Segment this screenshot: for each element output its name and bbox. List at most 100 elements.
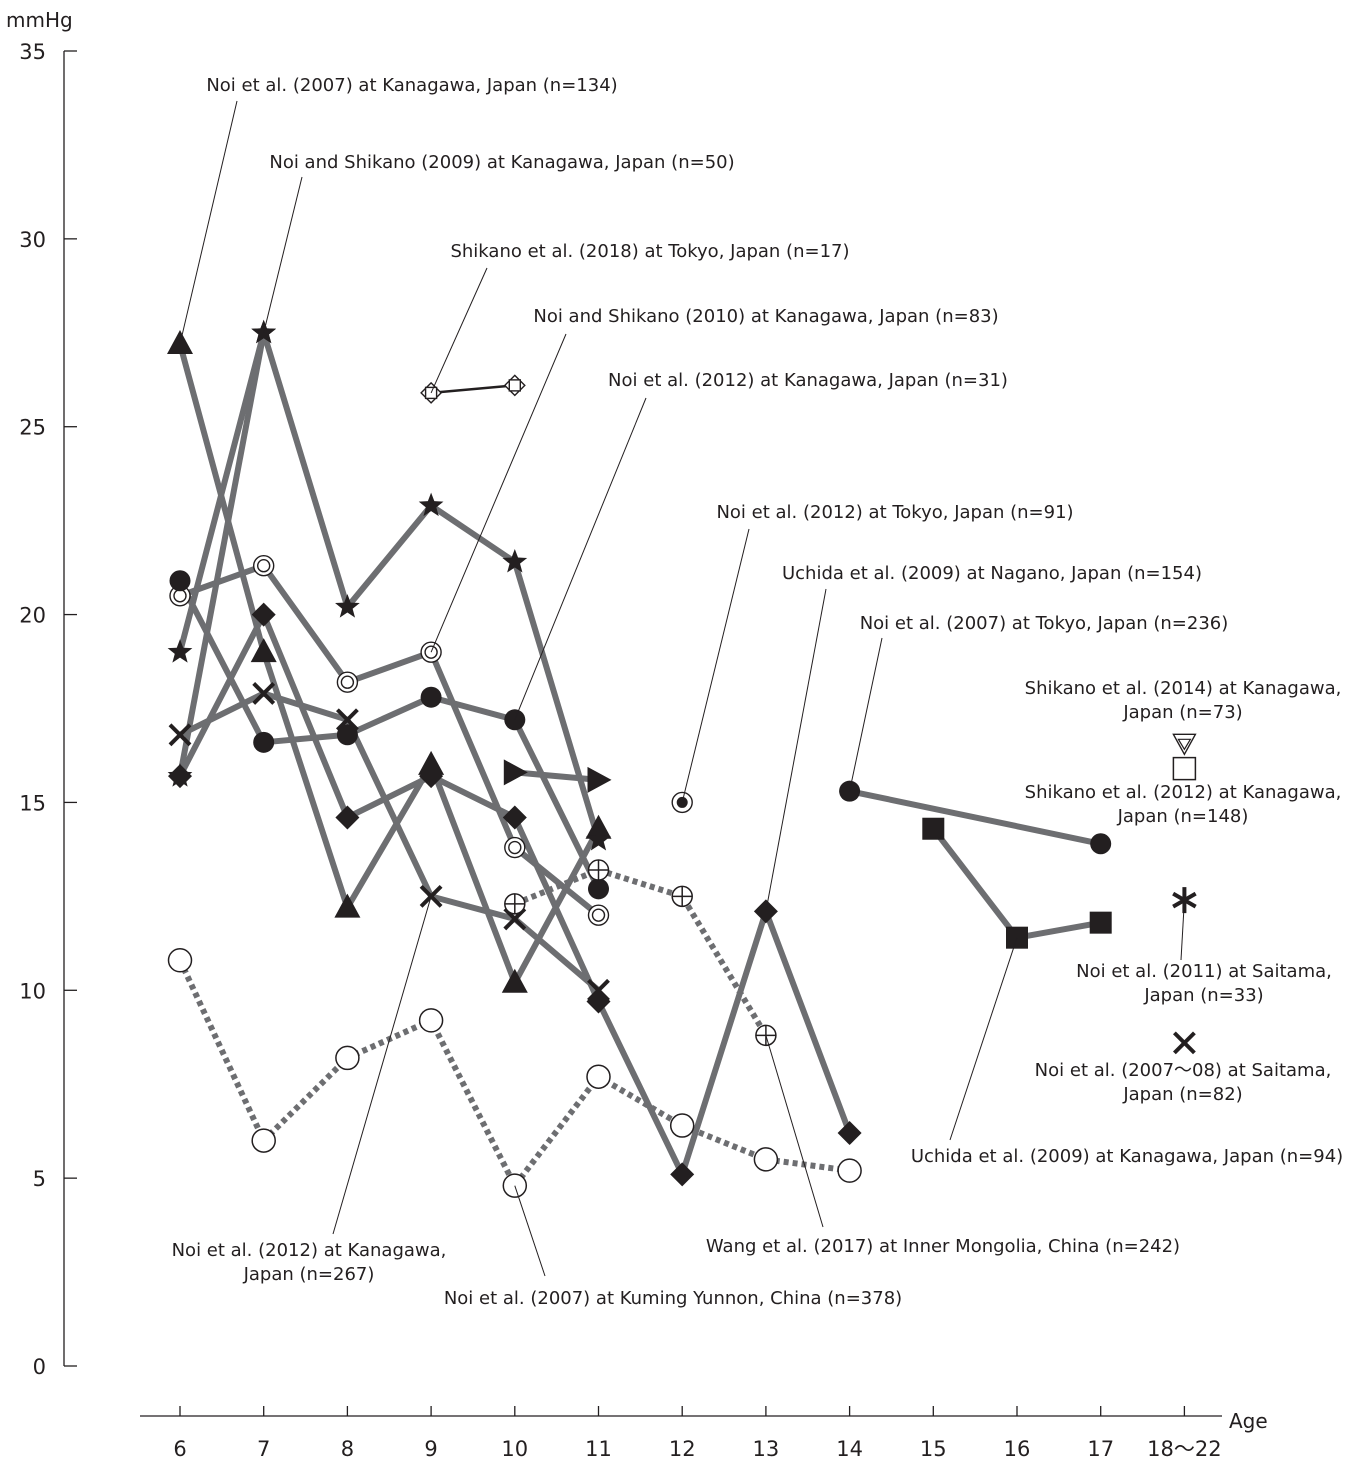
data-point-s6-p0 <box>168 723 192 747</box>
annotation-leader-line <box>1180 900 1185 961</box>
data-point-s5-p1 <box>251 602 276 627</box>
data-point-s12-p1 <box>1090 833 1112 855</box>
data-point-s5-p8 <box>837 1121 862 1146</box>
x-tick-label: 10 <box>501 1437 528 1461</box>
data-point-s3-p2 <box>336 671 359 693</box>
y-axis-unit-label: mmHg <box>6 8 73 32</box>
data-point-s4-p3 <box>420 686 442 708</box>
annotation-label: Noi and Shikano (2010) at Kanagawa, Japa… <box>533 306 998 327</box>
data-point-s5-p5 <box>586 989 611 1014</box>
annotation-15: Noi et al. (2012) at Kanagawa, Japan (n=2… <box>172 896 447 1285</box>
data-point-s9-p8 <box>837 1158 862 1183</box>
annotation-label: Noi et al. (2007) at Tokyo, Japan (n=236… <box>860 613 1229 634</box>
annotation-label: Shikano et al. (2014) at Kanagawa, <box>1025 678 1342 699</box>
y-tick-label: 30 <box>19 228 46 252</box>
data-point-s0-p4 <box>501 968 528 993</box>
x-tick-label: 17 <box>1087 1437 1114 1461</box>
annotation-label: Noi et al. (2007) at Kuming Yunnon, Chin… <box>444 1288 902 1309</box>
series-line-10 <box>430 384 515 395</box>
data-point-s6-p1 <box>252 682 276 705</box>
x-axis-unit-label: Age <box>1229 1409 1268 1433</box>
data-point-s7-p1 <box>587 766 612 793</box>
annotation-2: Shikano et al. (2018) at Tokyo, Japan (n… <box>430 241 850 394</box>
data-point-s3-p1 <box>253 555 275 577</box>
data-point-s1-p2 <box>335 594 360 618</box>
data-point-s9-p5 <box>586 1064 611 1089</box>
data-point-s4-p5 <box>588 878 609 900</box>
data-point-s9-p7 <box>753 1147 779 1172</box>
x-tick-label: 13 <box>753 1437 780 1461</box>
data-point-s13-p2 <box>1089 911 1112 934</box>
series-line-9 <box>177 958 851 1189</box>
x-tick-label: 11 <box>585 1437 612 1461</box>
data-point-s9-p6 <box>669 1113 695 1138</box>
data-point-s5-p3 <box>419 764 444 789</box>
y-tick-label: 5 <box>33 1167 46 1191</box>
data-point-s9-p3 <box>418 1008 444 1033</box>
annotation-3: Noi and Shikano (2010) at Kanagawa, Japa… <box>430 306 999 653</box>
data-point-s6-p2 <box>335 708 359 732</box>
data-point-s17-p0 <box>1172 1031 1196 1055</box>
data-point-s3-p4 <box>504 836 526 859</box>
data-point-s1-p3 <box>418 492 444 517</box>
annotation-leader-line <box>179 100 238 345</box>
series-line-2 <box>177 332 267 777</box>
annotation-leader-line <box>765 588 827 912</box>
annotation-leader-line <box>263 176 303 333</box>
data-point-s5-p0 <box>168 764 192 789</box>
annotation-label: Noi et al. (2007) at Kanagawa, Japan (n=… <box>206 75 617 96</box>
annotation-label: Japan (n=33) <box>1143 985 1263 1006</box>
data-point-s13-p0 <box>922 817 945 840</box>
annotation-leader-line <box>514 1185 546 1277</box>
data-point-s15-p0 <box>1172 756 1197 781</box>
annotation-10: Noi et al. (2011) at Saitama, Japan (n=33… <box>1076 900 1332 1006</box>
y-tick-label: 20 <box>19 604 46 628</box>
y-tick-label: 10 <box>19 979 46 1003</box>
series-line-13 <box>930 826 1102 941</box>
annotation-label: Noi et al. (2011) at Saitama, <box>1076 961 1332 982</box>
annotation-leader-line <box>765 1035 824 1228</box>
series-line-6 <box>178 690 601 993</box>
annotation-label: Noi and Shikano (2009) at Kanagawa, Japa… <box>269 152 734 173</box>
series-line-0 <box>177 343 602 986</box>
annotation-label: Noi et al. (2012) at Kanagawa, <box>172 1240 447 1261</box>
data-point-s9-p2 <box>335 1045 360 1071</box>
x-tick-label: 18〜22 <box>1147 1437 1221 1461</box>
annotation-label: Uchida et al. (2009) at Nagano, Japan (n… <box>782 563 1202 584</box>
annotation-5: Noi et al. (2012) at Tokyo, Japan (n=91) <box>681 502 1074 803</box>
data-point-s0-p2 <box>334 893 361 918</box>
data-point-s1-p0 <box>167 639 193 663</box>
annotation-label: Uchida et al. (2009) at Kanagawa, Japan … <box>911 1146 1343 1167</box>
data-point-s3-p5 <box>587 904 610 926</box>
y-tick-label: 15 <box>19 791 46 815</box>
annotation-label: Wang et al. (2017) at Inner Mongolia, Ch… <box>706 1236 1180 1257</box>
axes: 0 5 10 15 20 25 30 35 mmHg 6 7 8 9 10 11 12 13 14 15 16 17 18… <box>6 8 1268 1461</box>
x-tick-label: 14 <box>836 1437 863 1461</box>
series-line-7 <box>514 769 599 783</box>
x-tick-label: 15 <box>920 1437 947 1461</box>
series-lines <box>177 329 1102 1189</box>
annotation-9: Shikano et al. (2012) at Kanagawa, Japan … <box>1025 782 1342 827</box>
annotation-label: Noi et al. (2007〜08) at Saitama, <box>1035 1060 1332 1081</box>
annotation-6: Uchida et al. (2009) at Nagano, Japan (n… <box>765 563 1202 912</box>
data-point-s5-p2 <box>335 805 360 830</box>
series-line-12 <box>848 788 1102 847</box>
annotation-label: Japan (n=148) <box>1117 806 1249 827</box>
annotation-leader-line <box>430 267 488 394</box>
data-point-s6-p5 <box>587 978 610 1002</box>
annotation-leader-line <box>849 637 883 792</box>
data-point-s0-p3 <box>418 750 445 775</box>
y-tick-label: 35 <box>19 40 46 64</box>
data-point-s0-p5 <box>585 814 612 839</box>
x-tick-label: 6 <box>173 1437 186 1461</box>
data-point-s4-p1 <box>253 731 275 753</box>
data-point-s10-p1 <box>503 374 526 397</box>
annotation-8: Shikano et al. (2014) at Kanagawa, Japan … <box>1025 678 1342 723</box>
annotation-7: Noi et al. (2007) at Tokyo, Japan (n=236… <box>849 613 1229 792</box>
data-point-s8-p1 <box>587 859 610 881</box>
data-point-s0-p1 <box>250 638 277 663</box>
annotation-0: Noi et al. (2007) at Kanagawa, Japan (n=… <box>179 75 618 345</box>
data-point-s4-p0 <box>169 570 191 592</box>
data-point-s1-p4 <box>502 548 528 573</box>
